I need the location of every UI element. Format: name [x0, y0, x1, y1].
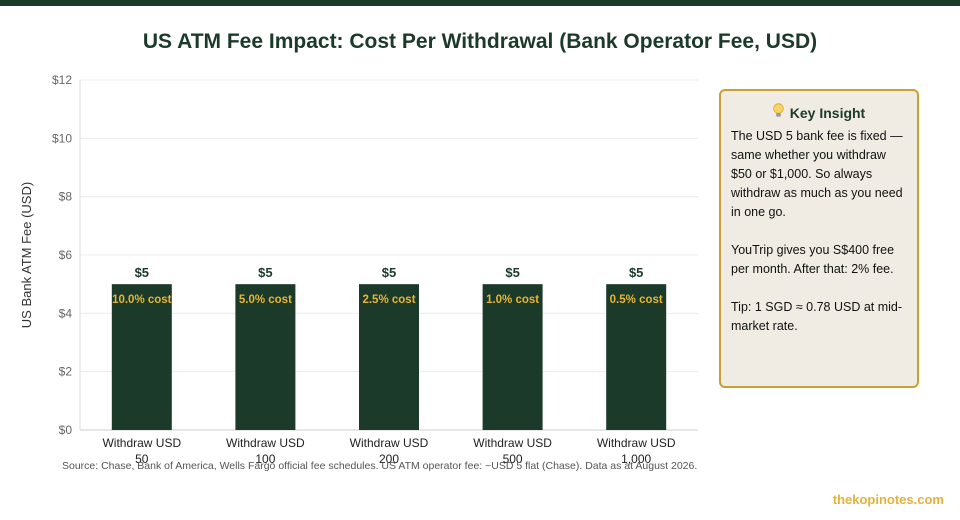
- bar-cost-label: 2.5% cost: [362, 294, 415, 306]
- y-axis-title: US Bank ATM Fee (USD): [19, 182, 34, 328]
- insight-heading-text: Key Insight: [789, 105, 866, 121]
- y-tick-label: $4: [59, 306, 73, 320]
- bars: $5 10.0% cost $5 5.0% cost $5 2.5% cost $5 1.0%…: [111, 265, 667, 430]
- insight-paragraph-exchange-tip: Tip: 1 SGD ≈ 0.78 USD at mid-market rate…: [731, 300, 903, 333]
- y-tick-label: $12: [52, 73, 72, 87]
- x-tick-label: Withdraw USD: [102, 436, 181, 450]
- x-tick-label: 50: [135, 452, 149, 466]
- bar: [606, 284, 667, 430]
- x-tick-label: Withdraw USD: [473, 436, 552, 450]
- x-tick-label: 500: [503, 452, 523, 466]
- y-tick-label: $6: [59, 248, 73, 262]
- bar-value-label: $5: [629, 265, 643, 280]
- y-axis-ticks: $0 $2 $4 $6 $8 $10 $12: [52, 73, 72, 437]
- insight-heading: Key Insight: [731, 103, 907, 121]
- insight-paragraph-youtrip: YouTrip gives you S$400 free per month. …: [731, 243, 895, 276]
- top-accent-bar: [0, 0, 960, 6]
- brand-watermark: thekopinotes.com: [832, 492, 944, 507]
- bar-value-label: $5: [258, 265, 272, 280]
- insight-paragraph-fixed-fee: The USD 5 bank fee is fixed — same wheth…: [731, 129, 903, 219]
- bar-cost-label: 5.0% cost: [239, 294, 292, 306]
- bar: [482, 284, 543, 430]
- key-insight-panel: Key Insight The USD 5 bank fee is fixed …: [719, 89, 919, 388]
- y-tick-label: $8: [59, 190, 73, 204]
- bar-value-label: $5: [135, 265, 149, 280]
- bar-cost-label: 1.0% cost: [486, 294, 539, 306]
- source-note: Source: Chase, Bank of America, Wells Fa…: [62, 460, 698, 472]
- bar: [359, 284, 419, 430]
- x-tick-label: Withdraw USD: [226, 436, 305, 450]
- x-tick-label: Withdraw USD: [597, 436, 676, 450]
- chart-title: US ATM Fee Impact: Cost Per Withdrawal (…: [142, 30, 818, 53]
- bar: [111, 284, 172, 430]
- bar-cost-label: 0.5% cost: [610, 294, 663, 306]
- y-tick-label: $2: [59, 365, 73, 379]
- lightbulb-icon: [773, 103, 784, 121]
- x-tick-label: 200: [379, 452, 399, 466]
- bar-value-label: $5: [505, 265, 519, 280]
- bar: [235, 284, 296, 430]
- x-tick-label: 1,000: [621, 452, 651, 466]
- x-tick-label: 100: [255, 452, 275, 466]
- x-axis-labels: Withdraw USD 50 Withdraw USD 100 Withdraw US…: [102, 436, 675, 466]
- y-tick-label: $10: [52, 131, 72, 145]
- x-tick-label: Withdraw USD: [350, 436, 429, 450]
- bar-value-label: $5: [382, 265, 396, 280]
- bar-cost-label: 10.0% cost: [112, 294, 172, 306]
- y-tick-label: $0: [59, 423, 73, 437]
